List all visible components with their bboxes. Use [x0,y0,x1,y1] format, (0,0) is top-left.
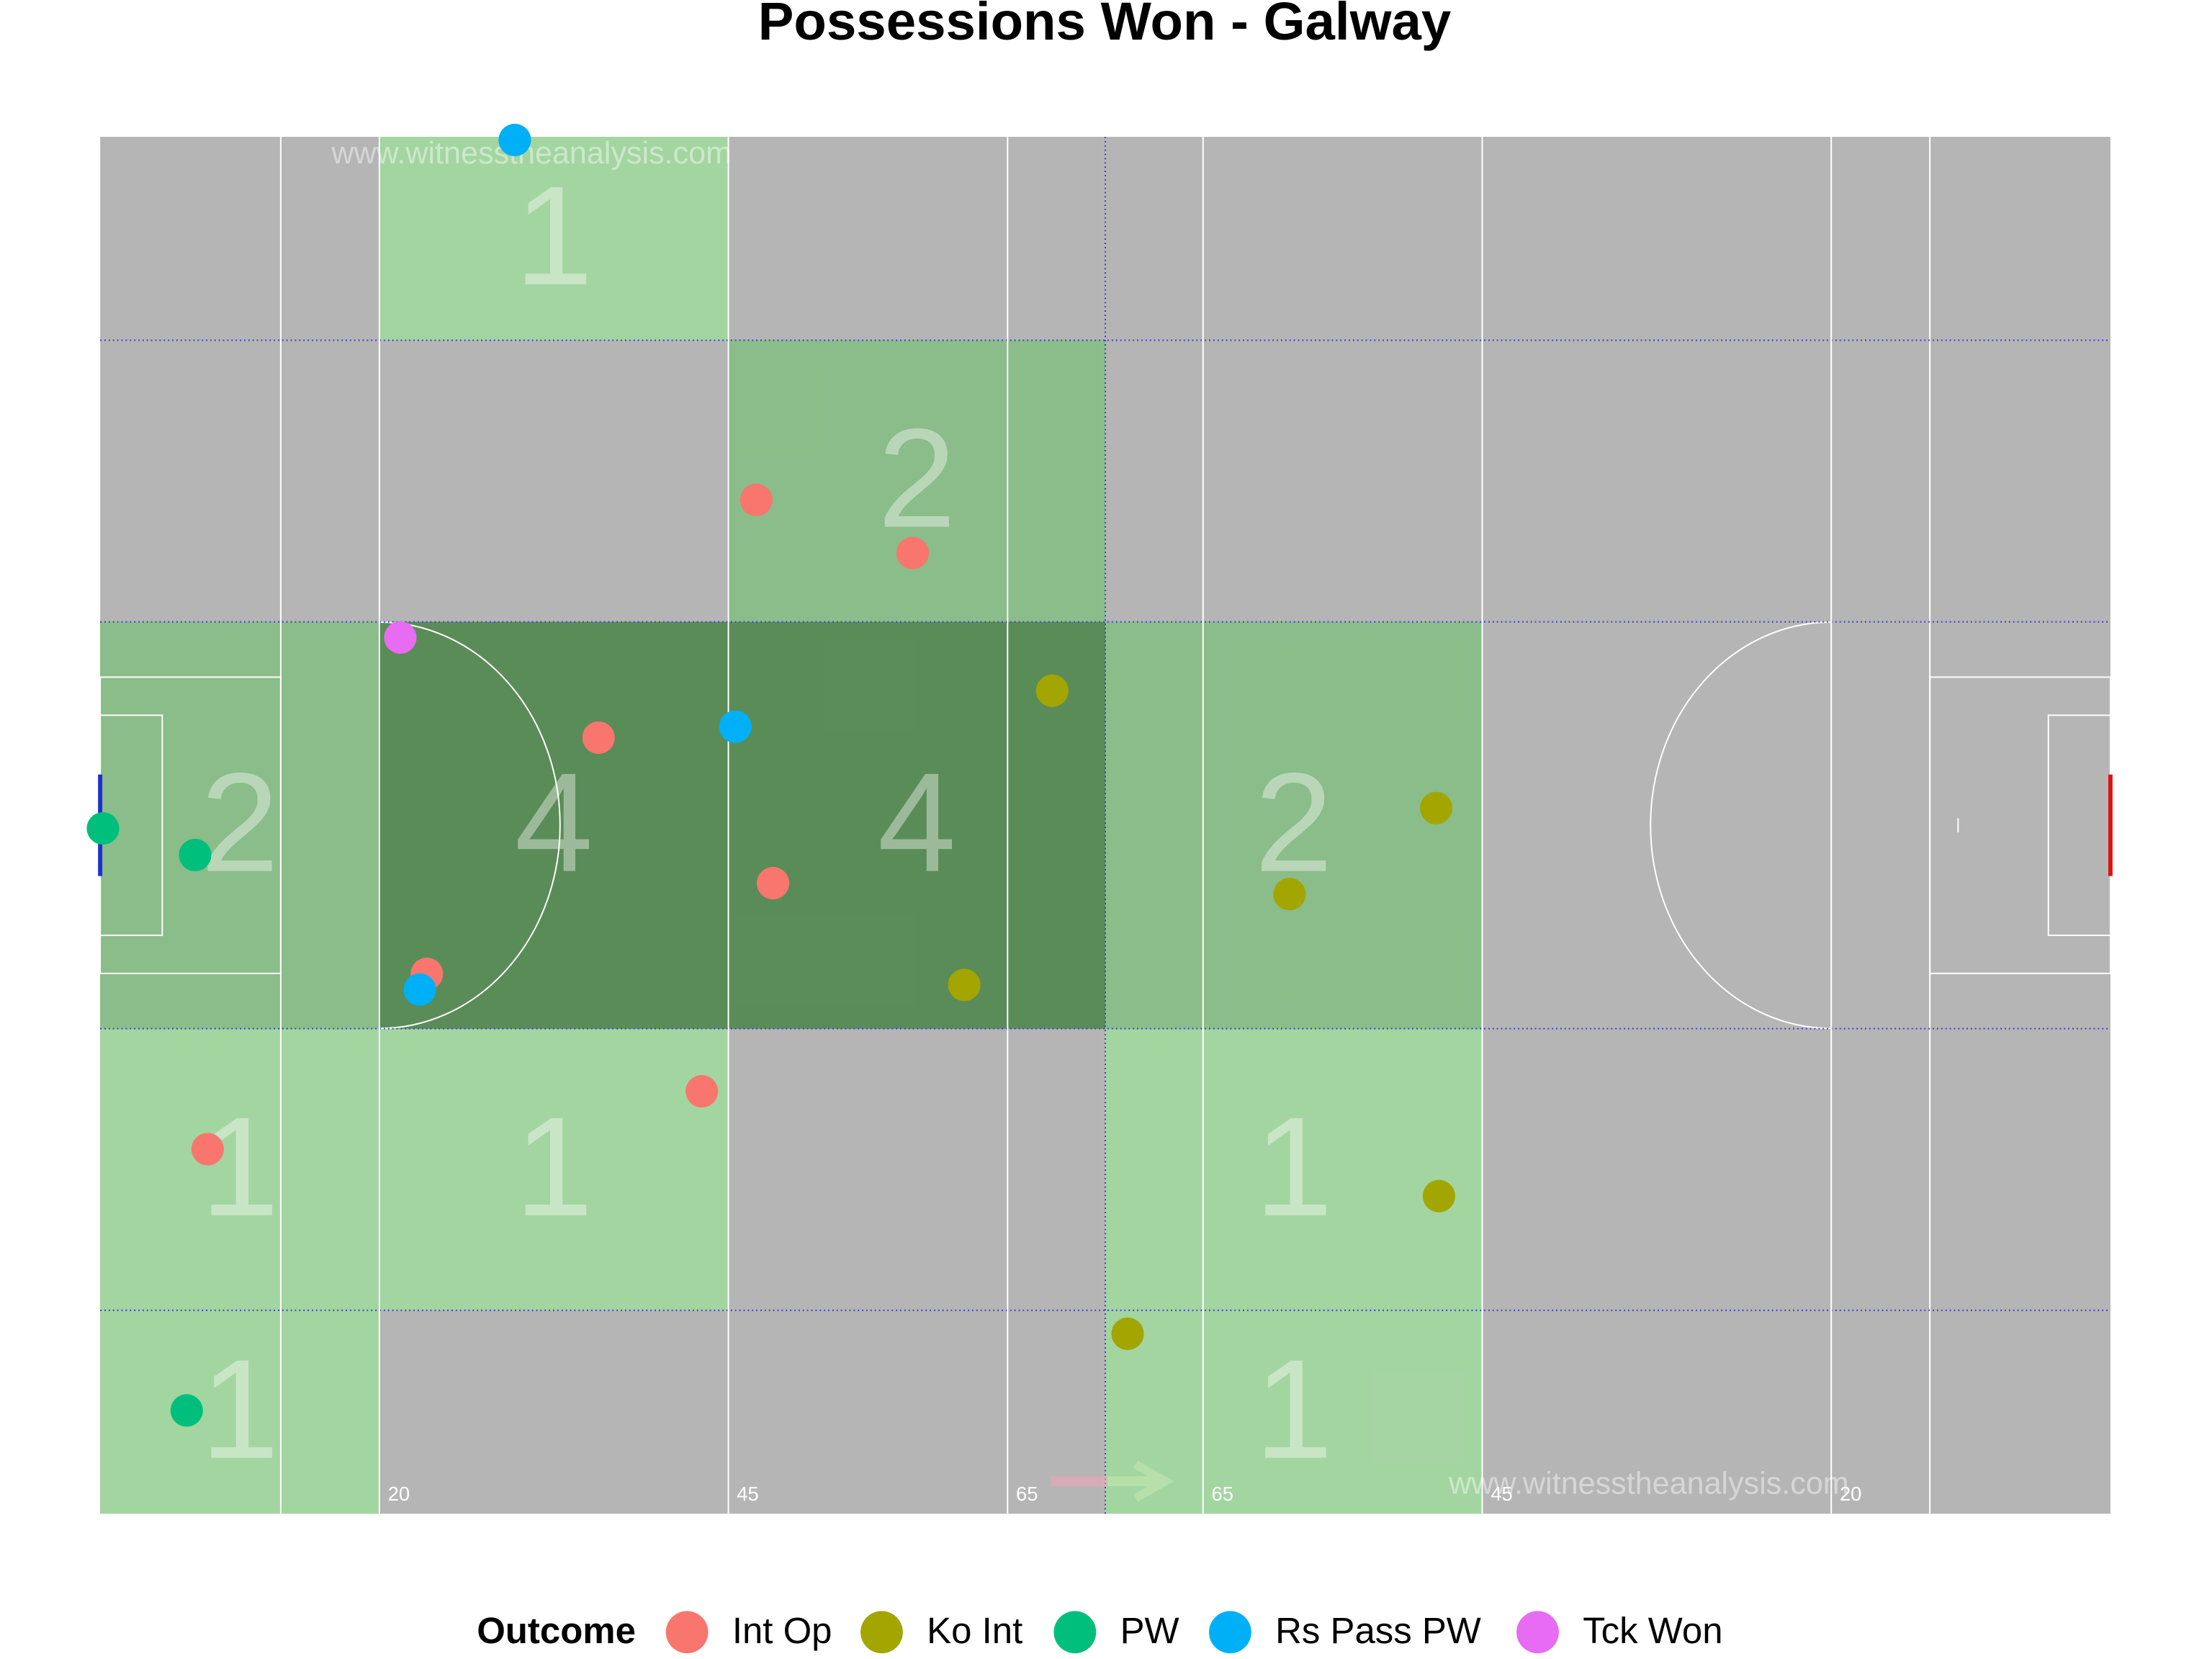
pitch-line-label: 45 [1491,1483,1512,1505]
point [739,483,773,516]
point [948,968,981,1002]
pitch-labels: 20 45 65 65 45 20 [378,137,1861,1514]
legend-label: Tck Won [1583,1610,1722,1651]
zone-cell [379,1028,729,1310]
legend-label: Int Op [732,1610,832,1651]
legend-title: Outcome [477,1610,636,1651]
zone-cell [100,1310,379,1514]
pitch-line-label: 65 [1016,1483,1038,1505]
point [685,1074,719,1108]
zone-count: 2 [200,744,279,902]
legend-label: Ko Int [927,1610,1022,1651]
point [191,1133,224,1166]
point [170,1394,203,1427]
zone-count: 1 [1254,1330,1333,1488]
zone-cell [379,137,729,341]
point [86,811,120,845]
legend-swatch [1209,1611,1251,1654]
zone-count: 1 [200,1330,279,1488]
zone-count: 1 [515,1088,593,1246]
arc [379,621,561,1030]
pitch-line-label: 20 [388,1483,410,1505]
watermark: www.witnesstheanalysis.com [331,136,732,171]
legend-label: Rs Pass PW [1275,1610,1481,1651]
zone-cell [100,621,379,1029]
point [1273,878,1306,911]
zone-count: 2 [1254,744,1333,902]
point [757,866,790,900]
pitch-line-label: 45 [737,1483,758,1505]
legend-swatch [665,1611,709,1654]
point [498,123,531,156]
point [1111,1317,1144,1350]
point [403,973,436,1006]
legend-swatch [860,1611,903,1654]
legend-swatch [1053,1611,1097,1654]
zone-count: 1 [1254,1088,1333,1246]
arrow-head [1133,1460,1174,1502]
point [582,721,615,754]
points [86,123,1455,1427]
zone-cell [728,340,1106,622]
zone-layer: 1 11 1 12 4 4 221 [100,137,1483,1514]
chart-title: Possessions Won - Galway [758,0,1452,51]
direction-arrow [1051,1460,1174,1502]
legend: Outcome Int Op Ko Int PW Rs Pass PW Tck Won [477,1610,1723,1654]
pitch-line-label: 65 [1211,1483,1233,1505]
zone-cell [100,1028,379,1310]
point [1422,1179,1455,1213]
zone-grid [100,137,2110,1514]
zone-count: 4 [878,744,956,902]
point [719,710,752,743]
point [384,621,417,654]
point [896,536,929,570]
legend-swatch [1516,1611,1559,1654]
zone-count: 1 [515,157,593,315]
zone-cell [1105,621,1483,1029]
legend-label: PW [1120,1610,1179,1651]
zone-cell [1105,1028,1483,1310]
zone-count: 1 [200,1088,279,1246]
zone-count: 2 [878,400,956,557]
point [1419,791,1453,824]
point [179,838,212,871]
pitch-line-label: 20 [1840,1483,1861,1505]
watermark: www.witnesstheanalysis.com [1448,1466,1849,1501]
point [1035,674,1069,707]
arc [1650,621,1832,1030]
zone-cell [379,621,729,1029]
